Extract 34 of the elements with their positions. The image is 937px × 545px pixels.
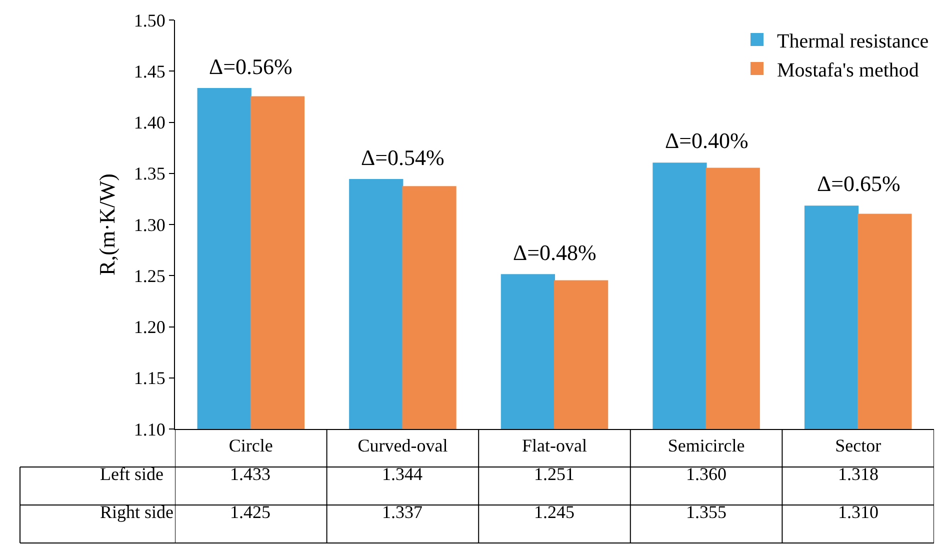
annotation: Δ=0.48% [513,240,596,265]
y-tick-label: 1.35 [134,164,166,184]
text: Left side [100,464,164,484]
x-tick-label: Sector [835,436,882,456]
x-tick-label: Circle [228,436,273,456]
data-label: 1.251 [534,464,574,484]
data-label: 1.425 [230,502,270,522]
data-label: 1.318 [838,464,878,484]
legend-label: Thermal resistance [777,30,929,52]
y-tick-label: 1.40 [134,112,166,133]
y-tick-label: 1.20 [134,317,166,338]
y-tick-label: 1.10 [134,419,166,440]
x-tick-label: Semicircle [668,436,745,456]
annotation: Δ=0.40% [665,128,748,153]
y-tick-label: 1.30 [134,214,166,235]
y-tick-label: 1.45 [134,61,166,82]
annotation: Δ=0.56% [209,54,292,79]
data-label: 1.355 [686,502,726,522]
y-tick-label: 1.15 [134,368,166,388]
data-label: 1.433 [230,464,270,484]
x-tick-label: Flat-oval [522,436,587,456]
annotation: Δ=0.54% [361,145,444,170]
data-label: 1.245 [534,502,574,522]
data-label: 1.337 [382,502,422,522]
y-axis-title: R,(m·K/W) [94,173,120,276]
y-tick-label: 1.25 [134,266,166,286]
x-tick-label: Curved-oval [358,436,448,456]
data-label: 1.344 [382,464,422,484]
y-tick-label: 1.50 [134,10,166,30]
annotation: Δ=0.65% [817,171,900,196]
text: Right side [100,502,174,522]
data-label: 1.360 [686,464,726,484]
legend-label: Mostafa's method [777,59,919,82]
data-label: 1.310 [838,502,878,522]
